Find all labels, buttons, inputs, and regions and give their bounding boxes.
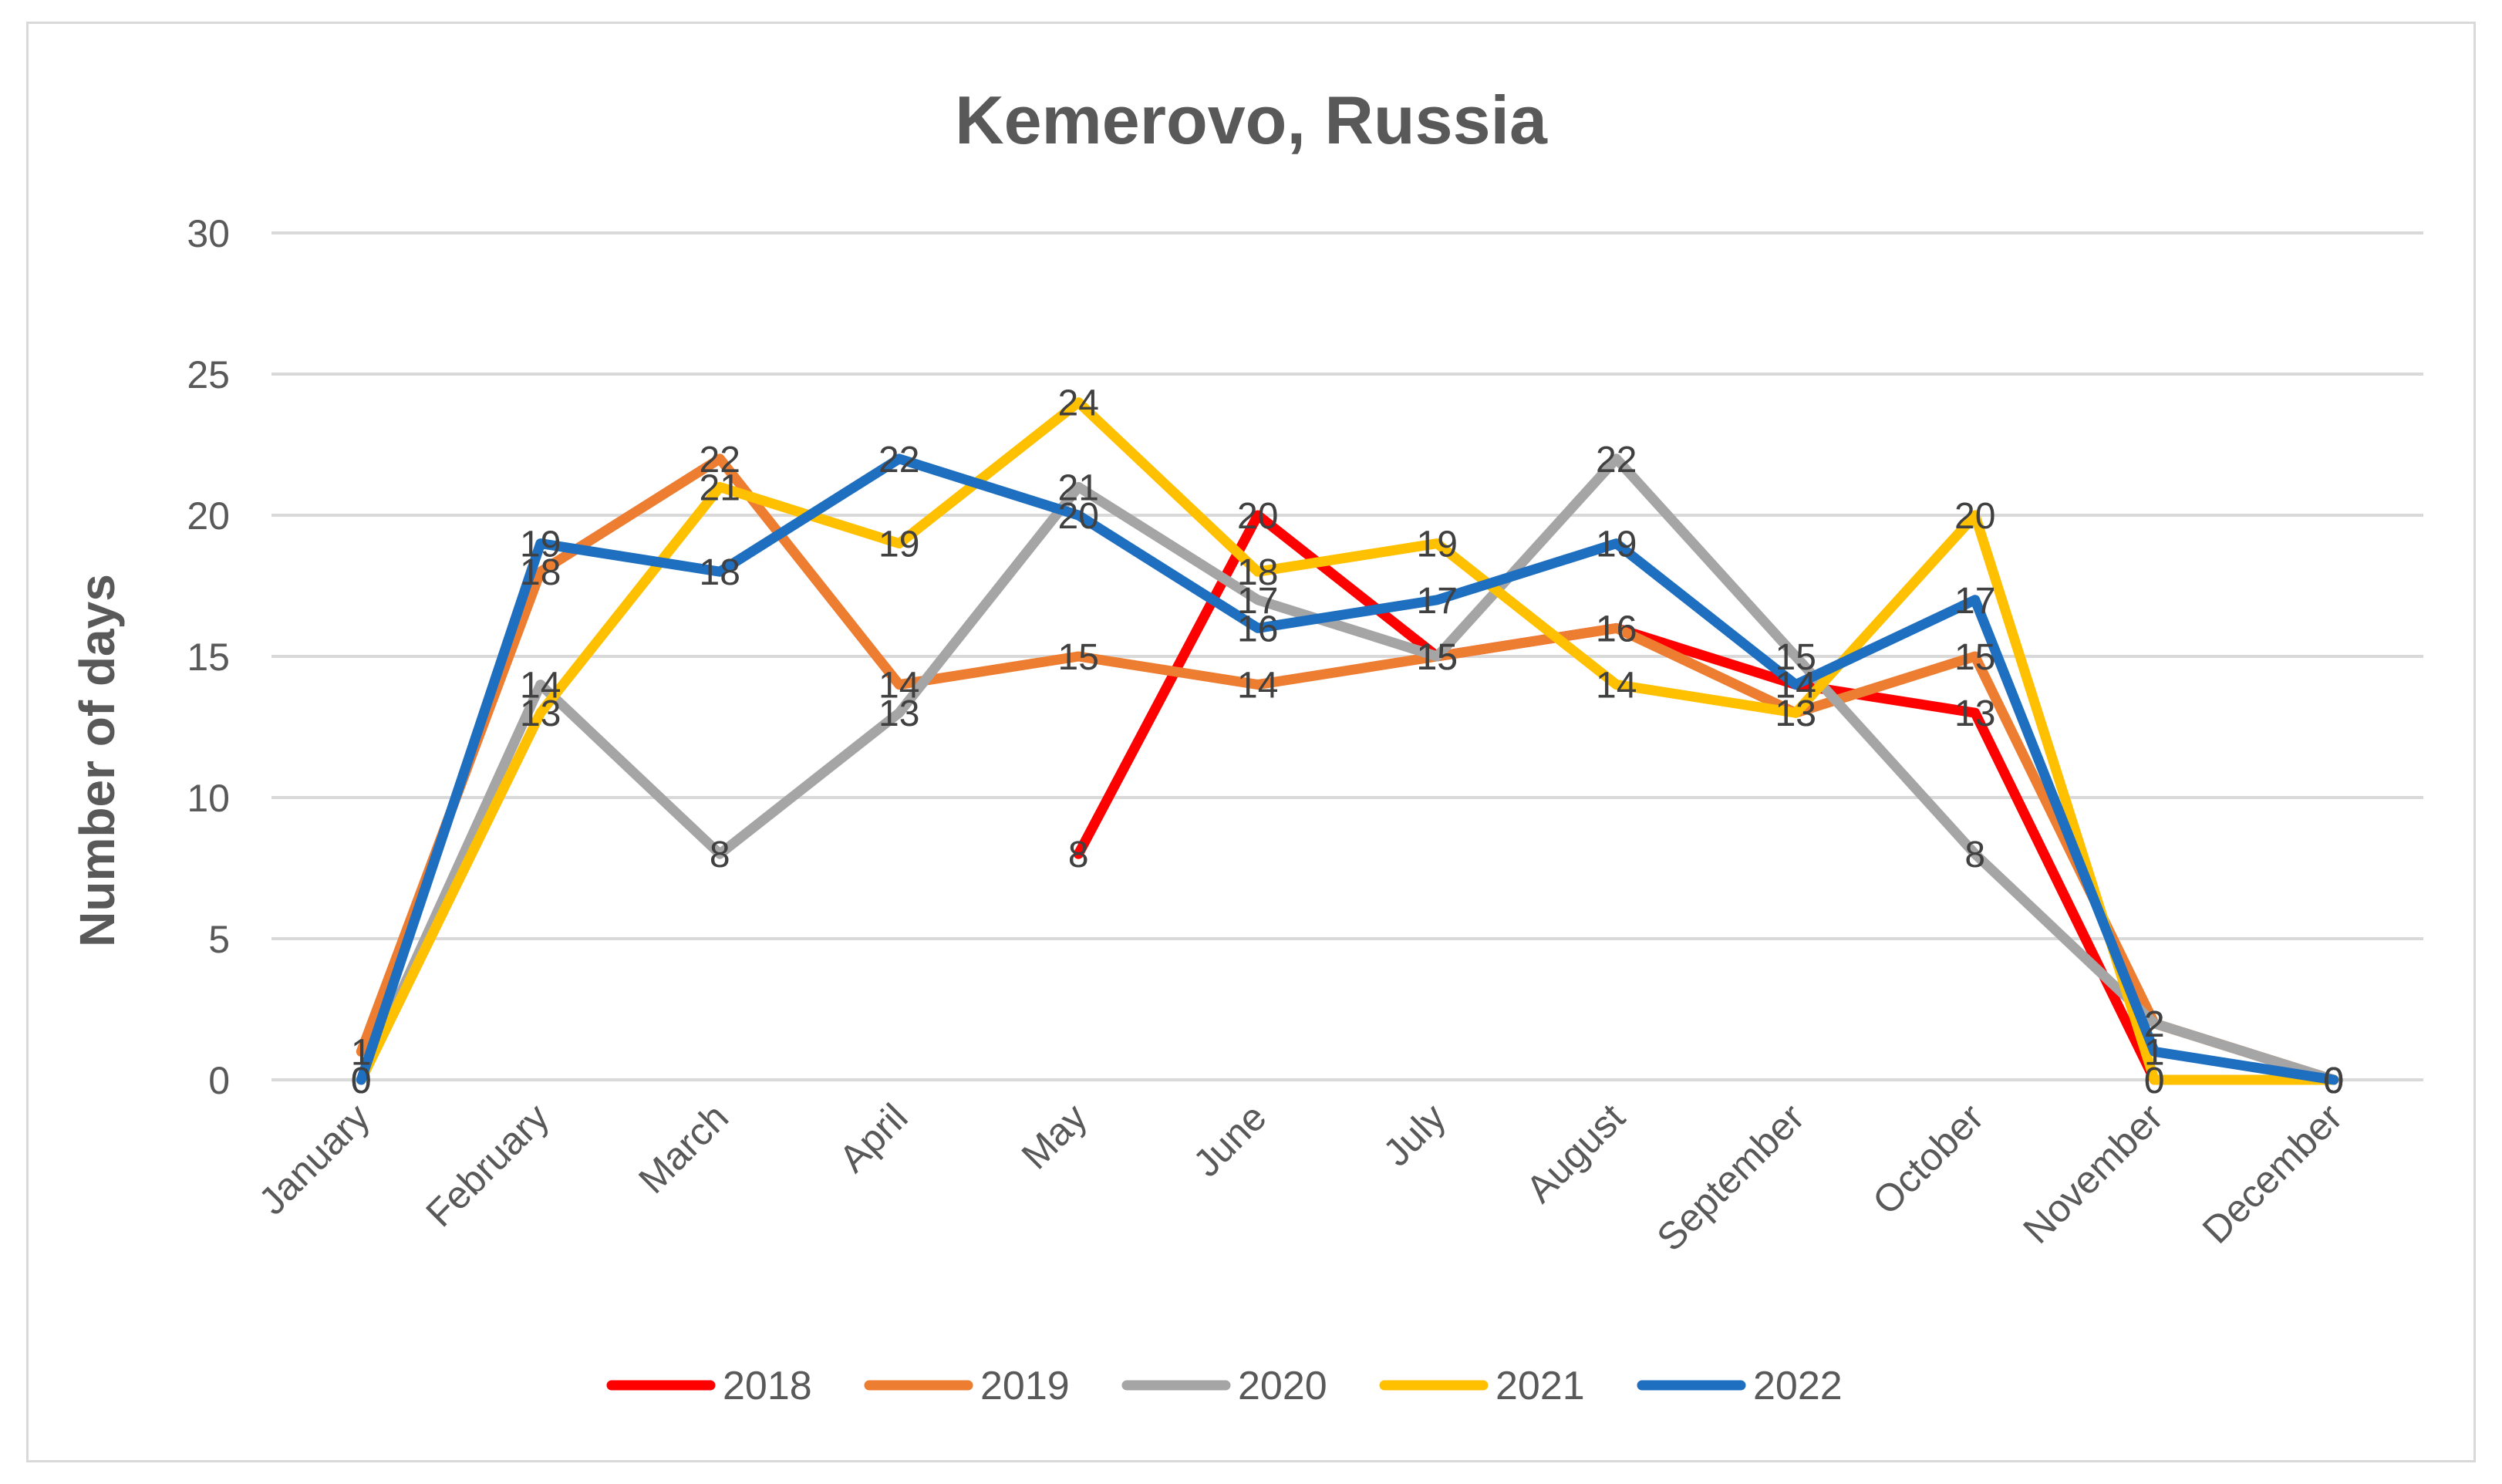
data-label-2020: 13 (878, 693, 919, 734)
data-label-2021: 13 (1775, 693, 1816, 734)
x-tick-label: November (2015, 1095, 2171, 1252)
data-label-2022: 0 (351, 1061, 372, 1101)
data-label-2019: 14 (878, 666, 919, 707)
series-lines (356, 397, 2339, 1085)
legend: 2018 2019 2020 2021 2022 (606, 1364, 1843, 1408)
data-label-2022: 16 (1237, 609, 1278, 649)
data-label-2020: 8 (710, 835, 730, 875)
data-label-2021: 0 (2323, 1061, 2344, 1101)
data-label-2019: 0 (2323, 1061, 2344, 1101)
y-tick-label: 0 (208, 1059, 230, 1102)
y-tick-label: 10 (187, 777, 230, 820)
x-tick-label: August (1518, 1095, 1634, 1211)
data-label-2022: 20 (1058, 496, 1099, 537)
data-label-2022: 14 (1775, 666, 1816, 707)
gridlines (271, 231, 2423, 1081)
data-label-2022: 22 (878, 440, 919, 481)
y-axis-ticks: 0 5 10 15 20 25 30 (187, 212, 230, 1102)
data-label-2018: 14 (1775, 666, 1816, 707)
data-label-2018: 0 (2144, 1061, 2165, 1101)
y-tick-label: 5 (208, 918, 230, 961)
data-label-2021: 14 (1596, 666, 1637, 707)
x-tick-label: April (831, 1095, 915, 1180)
series-line-2020 (356, 454, 2339, 1085)
data-label-2019: 14 (1237, 666, 1278, 707)
x-axis-ticks: January February March April May June July Augu… (251, 1095, 2351, 1260)
data-label-2021: 21 (700, 467, 740, 508)
x-tick-label: May (1013, 1095, 1095, 1177)
data-label-2022: 0 (2323, 1061, 2344, 1101)
x-tick-label: July (1375, 1095, 1454, 1174)
legend-label-2019: 2019 (980, 1364, 1070, 1408)
data-label-2019: 22 (700, 440, 740, 481)
legend-label-2022: 2022 (1753, 1364, 1843, 1408)
data-label-2022: 19 (1596, 524, 1637, 565)
data-label-2022: 17 (1954, 581, 1995, 622)
x-tick-label: February (417, 1095, 557, 1235)
data-label-2019: 16 (1596, 609, 1637, 649)
data-label-2020: 2 (2144, 1004, 2165, 1045)
x-tick-label: October (1864, 1095, 1991, 1223)
data-label-2022: 17 (1417, 581, 1458, 622)
data-label-2018: 20 (1237, 496, 1278, 537)
data-label-2019: 13 (1775, 693, 1816, 734)
data-label-2019: 15 (1058, 637, 1099, 678)
legend-label-2020: 2020 (1238, 1364, 1327, 1408)
series-line-2019 (356, 454, 2339, 1085)
legend-label-2021: 2021 (1495, 1364, 1585, 1408)
data-label-2021: 20 (1954, 496, 1995, 537)
data-label-2022: 18 (700, 552, 740, 593)
data-label-2020: 21 (1058, 467, 1099, 508)
data-label-2021: 19 (1417, 524, 1458, 565)
data-label-2021: 0 (351, 1061, 372, 1101)
data-label-2021: 18 (1237, 552, 1278, 593)
data-label-2019: 1 (351, 1032, 372, 1073)
x-tick-label: January (251, 1095, 378, 1223)
data-label-2021: 0 (2144, 1061, 2165, 1101)
x-tick-label: June (1185, 1095, 1274, 1185)
y-tick-label: 25 (187, 353, 230, 396)
data-label-2018: 0 (2323, 1061, 2344, 1101)
data-label-2021: 24 (1058, 383, 1099, 424)
data-label-2022: 1 (2144, 1032, 2165, 1073)
chart-title: Kemerovo, Russia (955, 82, 1548, 158)
x-tick-label: December (2194, 1095, 2351, 1252)
data-label-2020: 15 (1417, 637, 1458, 678)
data-label-2018: 8 (1068, 835, 1089, 875)
data-label-2020: 0 (351, 1061, 372, 1101)
data-label-2020: 22 (1596, 440, 1637, 481)
data-label-2020: 14 (520, 666, 561, 707)
data-label-2020: 15 (1775, 637, 1816, 678)
data-label-2022: 19 (520, 524, 561, 565)
y-tick-label: 15 (187, 636, 230, 679)
series-line-2022 (356, 454, 2339, 1085)
series-line-2021 (356, 397, 2339, 1085)
data-label-2020: 8 (1964, 835, 1985, 875)
data-label-2020: 17 (1237, 581, 1278, 622)
data-label-2019: 15 (1417, 637, 1458, 678)
legend-label-2018: 2018 (723, 1364, 812, 1408)
series-line-2018 (1073, 510, 2339, 1085)
data-label-2018: 16 (1596, 609, 1637, 649)
data-label-2020: 0 (2323, 1061, 2344, 1101)
data-label-2018: 15 (1417, 637, 1458, 678)
data-label-2019: 2 (2144, 1004, 2165, 1045)
data-label-2019: 15 (1954, 637, 1995, 678)
x-tick-label: September (1648, 1095, 1812, 1260)
data-label-2018: 13 (1954, 693, 1995, 734)
data-label-2021: 13 (520, 693, 561, 734)
data-label-2021: 19 (878, 524, 919, 565)
chart-frame (26, 22, 2476, 1462)
data-label-2019: 18 (520, 552, 561, 593)
x-tick-label: March (630, 1095, 737, 1202)
y-tick-label: 20 (187, 494, 230, 538)
y-axis-label: Number of days (69, 574, 125, 947)
y-tick-label: 30 (187, 212, 230, 255)
